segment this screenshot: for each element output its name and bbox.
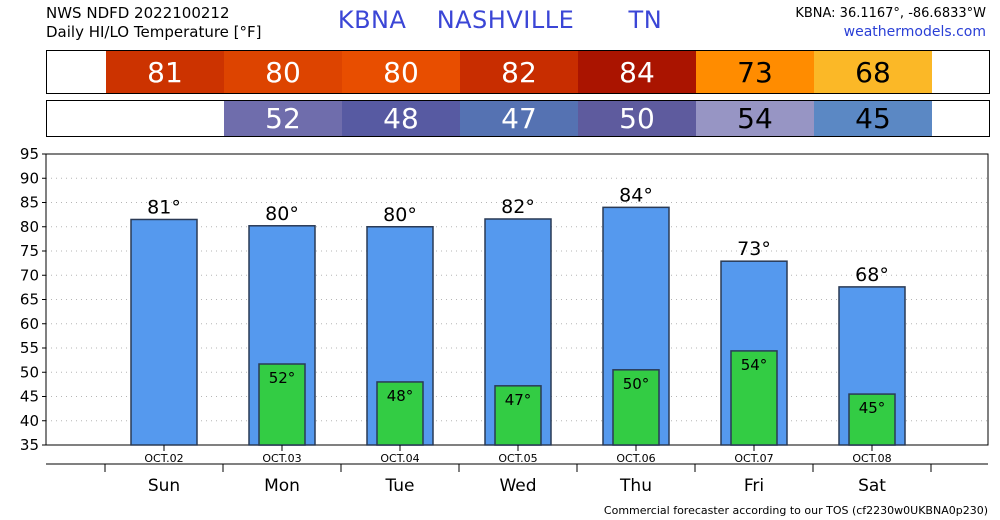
low-bar-label: 48° — [387, 387, 414, 405]
y-tick-label: 75 — [20, 242, 39, 260]
day-label: Mon — [264, 476, 300, 496]
station-id: KBNA — [337, 6, 407, 34]
high-bar-label: 73° — [737, 238, 771, 260]
model-run-label: NWS NDFD 2022100212 — [46, 4, 230, 22]
high-bar-label: 81° — [147, 196, 181, 218]
low-bar-label: 54° — [741, 356, 768, 374]
station-coords: KBNA: 36.1167°, -86.6833°W — [795, 6, 986, 21]
y-tick-label: 85 — [20, 194, 39, 212]
y-tick-label: 50 — [20, 363, 39, 381]
low-bar — [848, 393, 896, 446]
high-bar-label: 82° — [501, 196, 535, 218]
station-city: NASHVILLE — [436, 6, 575, 34]
footer-note: Commercial forecaster according to our T… — [603, 504, 988, 517]
y-tick-label: 40 — [20, 412, 39, 430]
high-bar-label: 80° — [265, 203, 299, 225]
high-bar-label: 84° — [619, 184, 653, 206]
y-tick-label: 60 — [20, 315, 39, 333]
y-tick-label: 65 — [20, 291, 39, 309]
low-temp-cell: 45 — [814, 101, 932, 136]
low-bar-label: 52° — [269, 369, 296, 387]
station-state: TN — [628, 6, 663, 34]
low-temp-strip: 52 48 47 50 54 45 — [46, 100, 990, 137]
y-tick-label: 55 — [20, 339, 39, 357]
date-label: OCT.02 — [144, 452, 183, 465]
high-temp-cell: 84 — [578, 51, 696, 93]
high-temp-cell: 82 — [460, 51, 578, 93]
high-temp-cell: 80 — [224, 51, 342, 93]
date-label: OCT.06 — [616, 452, 655, 465]
y-tick-label: 70 — [20, 266, 39, 284]
station-title: KBNA NASHVILLE TN — [0, 6, 1000, 34]
day-label: Thu — [619, 476, 652, 496]
low-bar — [730, 350, 778, 446]
low-bar — [376, 381, 424, 446]
date-label: OCT.05 — [498, 452, 537, 465]
day-label: Fri — [744, 476, 764, 496]
y-tick-label: 35 — [20, 436, 39, 454]
low-bar-label: 45° — [859, 399, 886, 417]
day-label: Sat — [858, 476, 886, 496]
date-label: OCT.03 — [262, 452, 301, 465]
high-bar — [130, 218, 198, 446]
y-tick-label: 95 — [20, 145, 39, 163]
low-bar-label: 50° — [623, 375, 650, 393]
day-label: Wed — [499, 476, 536, 496]
site-link[interactable]: weathermodels.com — [843, 24, 986, 40]
high-bar-label: 80° — [383, 204, 417, 226]
low-bar — [494, 385, 542, 446]
high-bar-label: 68° — [855, 264, 889, 286]
high-temp-cell: 81 — [106, 51, 224, 93]
y-tick-label: 80 — [20, 218, 39, 236]
low-temp-cell: 54 — [696, 101, 814, 136]
header-right: KBNA: 36.1167°, -86.6833°W weathermodels… — [795, 4, 986, 42]
high-temp-cell: 80 — [342, 51, 460, 93]
date-label: OCT.04 — [380, 452, 419, 465]
high-temp-cell: 73 — [696, 51, 814, 93]
low-temp-cell: 48 — [342, 101, 460, 136]
date-label: OCT.08 — [852, 452, 891, 465]
high-temp-strip: 81 80 80 82 84 73 68 — [46, 50, 990, 94]
y-tick-label: 90 — [20, 169, 39, 187]
date-label: OCT.07 — [734, 452, 773, 465]
day-label: Tue — [384, 476, 414, 496]
low-temp-cell: 50 — [578, 101, 696, 136]
day-label: Sun — [148, 476, 180, 496]
header-left: NWS NDFD 2022100212 Daily HI/LO Temperat… — [46, 4, 262, 42]
low-bar-label: 47° — [505, 391, 532, 409]
product-title: Daily HI/LO Temperature [°F] — [46, 23, 262, 41]
low-temp-cell: 47 — [460, 101, 578, 136]
y-tick-label: 45 — [20, 388, 39, 406]
low-temp-cell: 52 — [224, 101, 342, 136]
high-temp-cell: 68 — [814, 51, 932, 93]
